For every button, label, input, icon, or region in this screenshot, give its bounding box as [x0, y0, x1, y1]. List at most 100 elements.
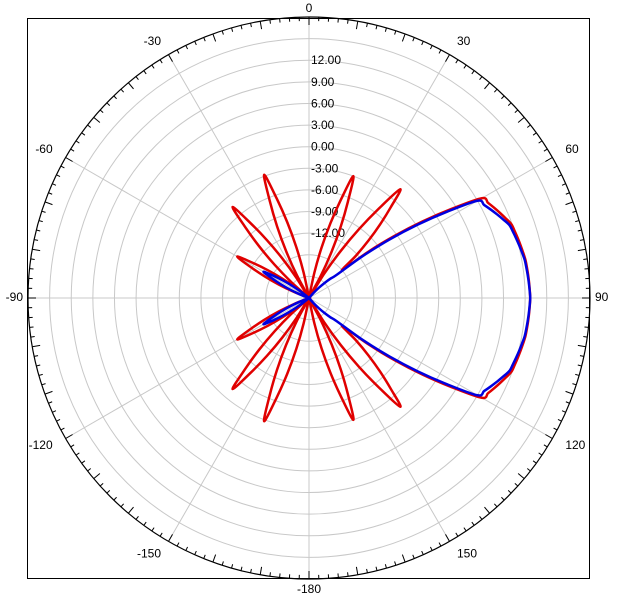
angle-tick: [32, 344, 41, 348]
angle-tick: [185, 546, 189, 551]
angle-label: -150: [137, 547, 161, 561]
angle-tick: [269, 19, 271, 24]
angle-label: -180: [297, 582, 321, 596]
angle-tick: [113, 496, 117, 501]
angle-tick: [577, 229, 582, 232]
angle-tick: [113, 95, 117, 100]
angle-tick: [479, 515, 483, 520]
angle-tick: [259, 21, 263, 30]
angle-tick: [532, 460, 537, 464]
angle-tick: [484, 506, 491, 514]
angle-tick: [75, 452, 80, 456]
angle-tick: [120, 503, 125, 508]
angle-tick: [176, 542, 180, 547]
angle-tick: [579, 239, 584, 241]
angle-tick: [463, 64, 467, 69]
angular-gridline: [308, 54, 450, 299]
angle-tick: [438, 542, 442, 547]
angle-tick: [240, 25, 243, 30]
angle-tick: [583, 336, 588, 338]
angle-tick: [38, 220, 43, 223]
angle-tick: [143, 70, 147, 75]
angle-tick: [545, 434, 553, 439]
angle-tick: [445, 534, 450, 542]
angle-label: 120: [565, 438, 585, 452]
angle-tick: [75, 140, 80, 144]
angle-tick: [355, 566, 359, 575]
angle-tick: [493, 88, 498, 93]
r-tick-label: -6.00: [311, 183, 339, 197]
angle-tick: [514, 109, 519, 114]
r-tick-label: -9.00: [311, 205, 339, 219]
angle-tick: [412, 37, 415, 42]
angle-tick: [565, 390, 574, 395]
angle-tick: [479, 76, 483, 81]
angle-tick: [577, 364, 582, 367]
r-tick-label: -3.00: [311, 161, 339, 175]
angle-tick: [151, 64, 155, 69]
angle-label: 30: [457, 34, 471, 48]
angle-tick: [159, 59, 163, 64]
angle-tick: [565, 201, 574, 206]
angle-tick: [194, 550, 197, 555]
angle-tick: [30, 258, 35, 260]
angle-tick: [34, 355, 39, 357]
angle-tick: [526, 124, 531, 128]
angle-tick: [41, 383, 46, 386]
angle-tick: [366, 568, 368, 573]
angle-tick: [221, 30, 224, 35]
angle-tick: [65, 434, 73, 439]
angle-tick: [168, 54, 173, 62]
angle-tick: [561, 183, 566, 186]
angle-tick: [538, 452, 543, 456]
angle-tick: [93, 473, 101, 480]
angle-tick: [127, 82, 134, 90]
angle-tick: [212, 33, 217, 42]
angle-label: -30: [144, 34, 162, 48]
angle-tick: [545, 157, 553, 162]
angle-tick: [445, 54, 450, 62]
angle-tick: [455, 59, 459, 64]
angle-tick: [34, 239, 39, 241]
angle-tick: [577, 344, 586, 348]
angle-tick: [52, 410, 57, 413]
angle-label: 150: [457, 547, 477, 561]
angle-tick: [99, 109, 104, 114]
angle-tick: [176, 49, 180, 54]
angle-tick: [507, 102, 512, 106]
angle-tick: [269, 572, 271, 577]
angle-tick: [143, 521, 147, 526]
angle-tick: [565, 401, 570, 404]
angle-tick: [70, 444, 75, 448]
angle-tick: [36, 364, 41, 367]
angle-tick: [106, 102, 111, 106]
angle-tick: [250, 23, 252, 28]
angle-tick: [501, 496, 505, 501]
angle-label: 60: [565, 142, 579, 156]
angle-tick: [347, 572, 349, 577]
angle-label: -90: [6, 290, 24, 304]
angle-tick: [151, 527, 155, 532]
angular-gridline: [168, 54, 310, 299]
angle-tick: [259, 566, 263, 575]
angle-tick: [135, 515, 139, 520]
angle-tick: [421, 550, 424, 555]
angular-gridline: [308, 297, 450, 542]
angle-tick: [572, 383, 577, 386]
angle-tick: [572, 210, 577, 213]
angle-tick: [194, 41, 197, 46]
angle-tick: [375, 25, 378, 30]
angle-tick: [87, 468, 92, 472]
angle-tick: [429, 546, 433, 551]
angle-tick: [347, 19, 349, 24]
angle-label: -60: [35, 142, 53, 156]
angular-gridline: [168, 297, 310, 542]
angle-tick: [81, 132, 86, 136]
r-tick-label: 6.00: [311, 96, 335, 110]
angle-tick: [438, 49, 442, 54]
angle-tick: [135, 76, 139, 81]
angle-tick: [32, 248, 41, 252]
angle-tick: [231, 564, 234, 569]
angle-tick: [60, 165, 65, 169]
angle-tick: [557, 174, 562, 178]
